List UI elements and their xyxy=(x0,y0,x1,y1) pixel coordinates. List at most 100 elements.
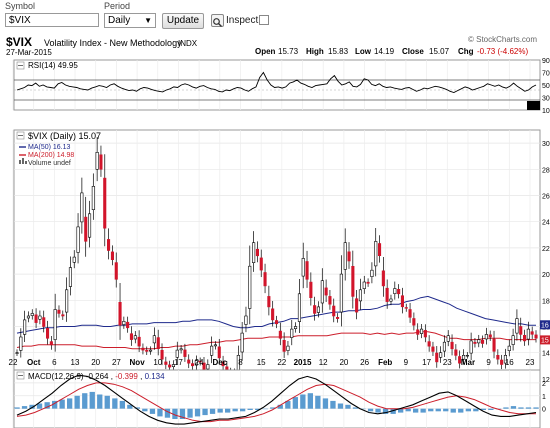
open-value: 15.73 xyxy=(278,47,299,56)
candle-body xyxy=(416,329,420,335)
candle xyxy=(26,311,31,323)
macd-signal-line xyxy=(16,382,536,423)
candle-body xyxy=(404,307,408,309)
macd-hist-bar xyxy=(360,408,366,410)
macd-hist-bar xyxy=(480,408,486,410)
period-select[interactable]: Daily ▼ xyxy=(104,13,156,28)
update-button[interactable]: Update xyxy=(162,13,204,29)
x-tick-label: 22 xyxy=(9,358,18,367)
x-tick-label: 6 xyxy=(52,358,57,367)
candle-body xyxy=(316,306,321,313)
macd-hist-bar xyxy=(315,395,321,409)
candle xyxy=(30,309,34,320)
candle-body xyxy=(362,281,366,289)
macd-hist-bar xyxy=(285,400,291,409)
candle-body xyxy=(183,349,187,357)
macd-tick-label: 0 xyxy=(542,407,546,414)
candle xyxy=(164,356,168,370)
candle-body xyxy=(439,352,443,358)
candle xyxy=(519,317,523,342)
candle xyxy=(473,338,477,348)
candle xyxy=(68,256,72,296)
candle xyxy=(171,360,175,371)
macd-hist-bar xyxy=(458,408,464,413)
x-tick-label: 24 xyxy=(195,358,204,367)
x-tick-label: 9 xyxy=(486,358,491,367)
candle-body xyxy=(358,289,363,302)
candle xyxy=(263,263,267,294)
candle xyxy=(439,346,443,363)
legend-ma200: MA(200) 14.98 xyxy=(28,152,74,159)
candle xyxy=(526,321,530,346)
macd-hist-bar xyxy=(82,393,88,409)
macd-hist-bar xyxy=(300,394,306,409)
candle xyxy=(400,287,405,314)
period-label: Period xyxy=(104,1,131,11)
macd-hist-bar xyxy=(172,408,178,419)
candle-body xyxy=(42,317,46,327)
candle-body xyxy=(26,315,31,319)
candle-body xyxy=(240,332,244,353)
candle-body xyxy=(99,154,103,170)
candle xyxy=(107,228,111,260)
candle-body xyxy=(84,216,88,242)
rsi-series-line xyxy=(16,71,537,93)
inspect-icon[interactable] xyxy=(211,14,224,27)
candle-body xyxy=(423,329,427,338)
candle xyxy=(381,257,385,297)
candle-body xyxy=(244,315,248,325)
candle-body xyxy=(400,295,405,308)
macd-hist-value: 0.134 xyxy=(145,372,166,381)
candle-body xyxy=(381,270,385,287)
macd-tick-label: 2 xyxy=(542,381,546,388)
candle-body xyxy=(339,273,343,313)
candle xyxy=(179,345,183,354)
macd-hist-bar xyxy=(67,398,73,409)
macd-hist-bar xyxy=(119,400,125,409)
x-tick-label: 12 xyxy=(319,358,328,367)
candle-body xyxy=(248,265,252,309)
candle-body xyxy=(53,309,57,340)
candle xyxy=(305,250,309,288)
candle-body xyxy=(95,152,99,170)
candle-body xyxy=(110,251,114,260)
candle xyxy=(244,306,248,333)
chart-canvas: $VIX Volatility Index - New Methodology … xyxy=(0,34,550,428)
x-tick-label: 17 xyxy=(174,358,183,367)
candle-body xyxy=(320,280,324,304)
price-tick-label: 20 xyxy=(542,272,550,279)
candle-body xyxy=(313,305,317,314)
candle xyxy=(175,341,179,365)
price-tick-label: 12 xyxy=(542,377,550,384)
macd-hist-bar xyxy=(435,408,441,412)
rsi-tick-label: 50 xyxy=(542,83,550,90)
candle-body xyxy=(221,361,225,367)
symbol-input[interactable]: $VIX xyxy=(5,13,99,27)
candle xyxy=(187,354,191,369)
legend-volume: Volume undef xyxy=(28,160,71,167)
x-tick-label: 17 xyxy=(422,358,431,367)
candle-body xyxy=(198,360,202,363)
candle-body xyxy=(145,349,149,352)
candle-body xyxy=(450,341,454,350)
candle xyxy=(397,284,401,299)
macd-hist-bar xyxy=(330,400,336,409)
low-label: Low xyxy=(355,47,372,56)
candle xyxy=(57,305,61,318)
candle-body xyxy=(45,327,50,339)
candle xyxy=(374,227,378,277)
close-label: Close xyxy=(402,47,424,56)
candle xyxy=(442,335,447,358)
inspect-checkbox[interactable] xyxy=(259,15,269,25)
candle xyxy=(145,346,149,355)
macd-hist-bar xyxy=(473,408,479,412)
candle-body xyxy=(91,186,95,211)
candle xyxy=(88,200,92,248)
candle-body xyxy=(103,177,107,229)
candle-body xyxy=(213,344,217,347)
candle xyxy=(339,255,343,327)
candle-body xyxy=(500,359,504,365)
candle-body xyxy=(80,192,84,223)
candle-body xyxy=(507,345,511,352)
candle xyxy=(156,329,160,356)
